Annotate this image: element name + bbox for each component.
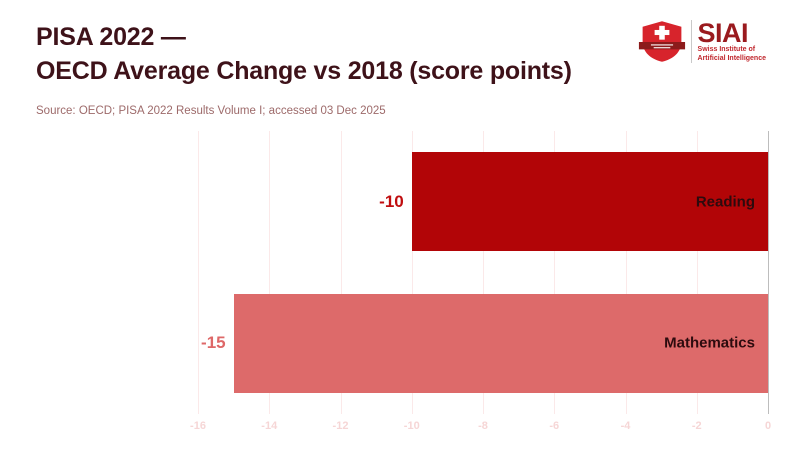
- category-label-reading: Reading: [695, 193, 755, 211]
- logo-name-line-2: Artificial Intelligence: [697, 54, 766, 62]
- x-tick-label: -8: [478, 420, 488, 432]
- bar-reading: [411, 152, 768, 252]
- page-title: PISA 2022 — OECD Average Change vs 2018 …: [36, 20, 572, 88]
- title-line-1: PISA 2022 —: [36, 23, 186, 51]
- gridline: [696, 131, 698, 414]
- value-label-reading: -10: [379, 191, 404, 211]
- x-tick-label: -6: [549, 420, 560, 432]
- gridline: [269, 131, 271, 414]
- logo-text: SIAI Swiss Institute of Artificial Intel…: [698, 20, 766, 63]
- x-tick-label: -10: [403, 420, 420, 432]
- x-tick-label: -12: [332, 420, 349, 432]
- x-tick-label: -2: [691, 420, 702, 432]
- title-line-2: OECD Average Change vs 2018 (score point…: [36, 57, 572, 85]
- logo-acronym: SIAI: [697, 18, 749, 48]
- gridline: [340, 131, 342, 414]
- logo-name-line-1: Swiss Institute of: [697, 46, 756, 53]
- gridline: [411, 131, 413, 414]
- x-tick-label: -16: [190, 420, 206, 432]
- chart-header: PISA 2022 — OECD Average Change vs 2018 …: [36, 20, 572, 88]
- value-label-mathematics: -15: [201, 333, 226, 353]
- gridline: [554, 131, 556, 414]
- bar-chart: -16 -14 -12 -10 -8 -6 -4 -2 0 -10 Reading -15 Mathem…: [190, 131, 771, 432]
- swiss-shield-icon: [638, 21, 685, 62]
- x-tick-label: -14: [261, 420, 278, 432]
- source-note: Source: OECD; PISA 2022 Results Volume I…: [36, 105, 386, 117]
- siai-logo: SIAI Swiss Institute of Artificial Intel…: [638, 18, 766, 65]
- zero-axis-line: [768, 131, 769, 414]
- gridline: [625, 131, 627, 414]
- gridline: [198, 131, 199, 414]
- bar-mathematics: [233, 293, 768, 393]
- gridline: [483, 131, 484, 414]
- logo-divider: [690, 20, 692, 63]
- x-tick-label: -4: [620, 420, 631, 432]
- category-label-mathematics: Mathematics: [664, 334, 755, 352]
- x-tick-label: 0: [764, 420, 772, 432]
